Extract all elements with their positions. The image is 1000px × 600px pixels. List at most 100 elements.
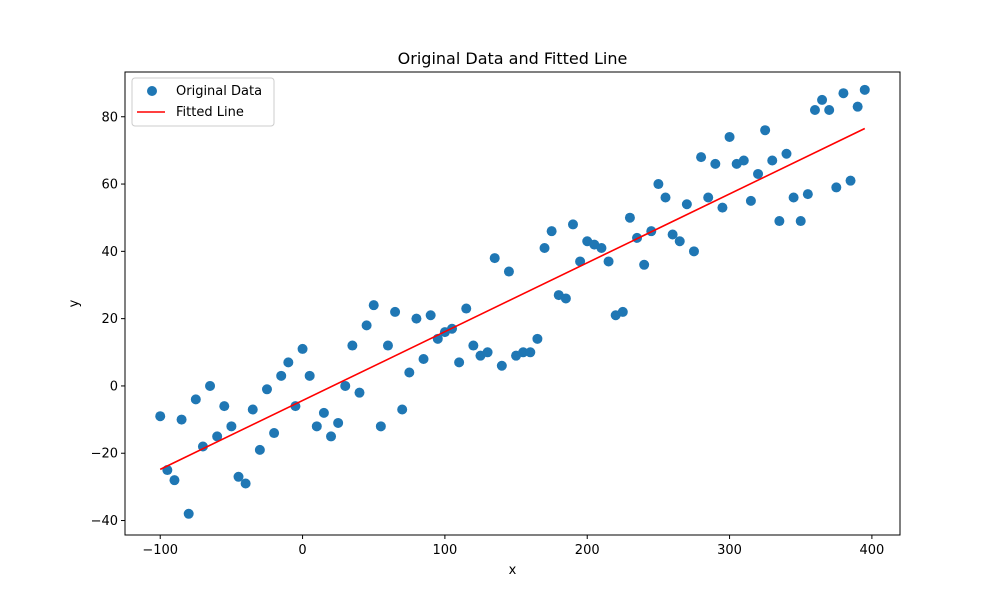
- data-point: [418, 354, 429, 365]
- data-point: [205, 380, 216, 391]
- fitted-line: [159, 127, 866, 471]
- data-point: [197, 441, 208, 452]
- axes-frame: [124, 71, 901, 536]
- x-tick-label: 400: [859, 543, 884, 558]
- data-point: [767, 155, 778, 166]
- data-point: [233, 471, 244, 482]
- data-point: [482, 347, 493, 358]
- plot-area: [155, 84, 870, 519]
- data-point: [567, 219, 578, 230]
- data-point: [397, 404, 408, 415]
- data-point: [247, 404, 258, 415]
- data-point: [852, 101, 863, 112]
- data-point: [603, 256, 614, 267]
- data-point: [240, 478, 251, 489]
- data-point: [382, 340, 393, 351]
- data-point: [404, 367, 415, 378]
- data-point: [425, 310, 436, 321]
- data-point: [546, 226, 557, 237]
- data-point: [653, 179, 664, 190]
- x-axis: −100 0 100 200 300 400: [142, 535, 884, 558]
- data-point: [276, 370, 287, 381]
- data-point: [795, 216, 806, 227]
- data-point: [518, 347, 529, 358]
- data-point: [696, 152, 707, 163]
- legend-label-original-data: Original Data: [176, 84, 262, 99]
- data-point: [212, 431, 223, 442]
- data-point: [390, 306, 401, 317]
- data-point: [560, 293, 571, 304]
- data-point: [226, 421, 237, 432]
- x-tick-label: 200: [575, 543, 600, 558]
- data-point: [667, 229, 678, 240]
- data-point: [496, 360, 507, 371]
- data-point: [176, 414, 187, 425]
- data-point: [183, 508, 194, 519]
- data-point: [326, 431, 337, 442]
- data-point: [283, 357, 294, 368]
- data-point: [532, 333, 543, 344]
- legend-label-fitted-line: Fitted Line: [176, 105, 244, 120]
- legend-box: [131, 77, 275, 127]
- data-point: [347, 340, 358, 351]
- y-tick-label: −40: [91, 514, 118, 529]
- data-point: [724, 131, 735, 142]
- data-point: [468, 340, 479, 351]
- data-point: [859, 84, 870, 95]
- data-point: [454, 357, 465, 368]
- data-point: [311, 421, 322, 432]
- x-axis-label: x: [509, 563, 517, 578]
- data-point: [817, 94, 828, 105]
- y-tick-label: 20: [101, 312, 118, 327]
- data-point: [340, 380, 351, 391]
- data-point: [261, 384, 272, 395]
- data-point: [169, 475, 180, 486]
- data-point: [788, 192, 799, 203]
- data-point: [333, 417, 344, 428]
- data-point: [525, 347, 536, 358]
- data-point: [639, 259, 650, 270]
- data-point: [688, 246, 699, 257]
- data-point: [717, 202, 728, 213]
- x-tick-label: −100: [142, 543, 178, 558]
- y-tick-label: 80: [101, 110, 118, 125]
- y-tick-label: −20: [91, 447, 118, 462]
- data-point: [624, 212, 635, 223]
- y-axis: −40 −20 0 20 40 60 80: [91, 110, 125, 529]
- legend-marker-original-data: [147, 86, 157, 96]
- data-point: [190, 394, 201, 405]
- data-point: [461, 303, 472, 314]
- y-tick-label: 60: [101, 178, 118, 193]
- x-tick-label: 300: [717, 543, 742, 558]
- chart-title: Original Data and Fitted Line: [398, 49, 628, 68]
- data-point: [375, 421, 386, 432]
- data-point: [781, 148, 792, 159]
- data-point: [802, 189, 813, 200]
- y-tick-label: 0: [110, 379, 118, 394]
- data-point: [710, 158, 721, 169]
- data-point: [681, 199, 692, 210]
- data-point: [760, 125, 771, 136]
- data-point: [503, 266, 514, 277]
- data-point: [738, 155, 749, 166]
- data-point: [318, 407, 329, 418]
- y-tick-label: 40: [101, 245, 118, 260]
- legend: Original Data Fitted Line: [131, 77, 275, 127]
- x-tick-label: 100: [432, 543, 457, 558]
- data-point: [774, 216, 785, 227]
- x-tick-label: 0: [298, 543, 306, 558]
- data-point: [368, 300, 379, 311]
- data-point: [824, 105, 835, 116]
- data-point: [411, 313, 422, 324]
- data-point: [703, 192, 714, 203]
- data-point: [254, 444, 265, 455]
- y-axis-label: y: [67, 299, 82, 307]
- data-point: [155, 411, 166, 422]
- data-point: [489, 253, 500, 264]
- data-point: [845, 175, 856, 186]
- data-point: [745, 195, 756, 206]
- data-point: [539, 242, 550, 253]
- data-point: [674, 236, 685, 247]
- data-point: [596, 242, 607, 253]
